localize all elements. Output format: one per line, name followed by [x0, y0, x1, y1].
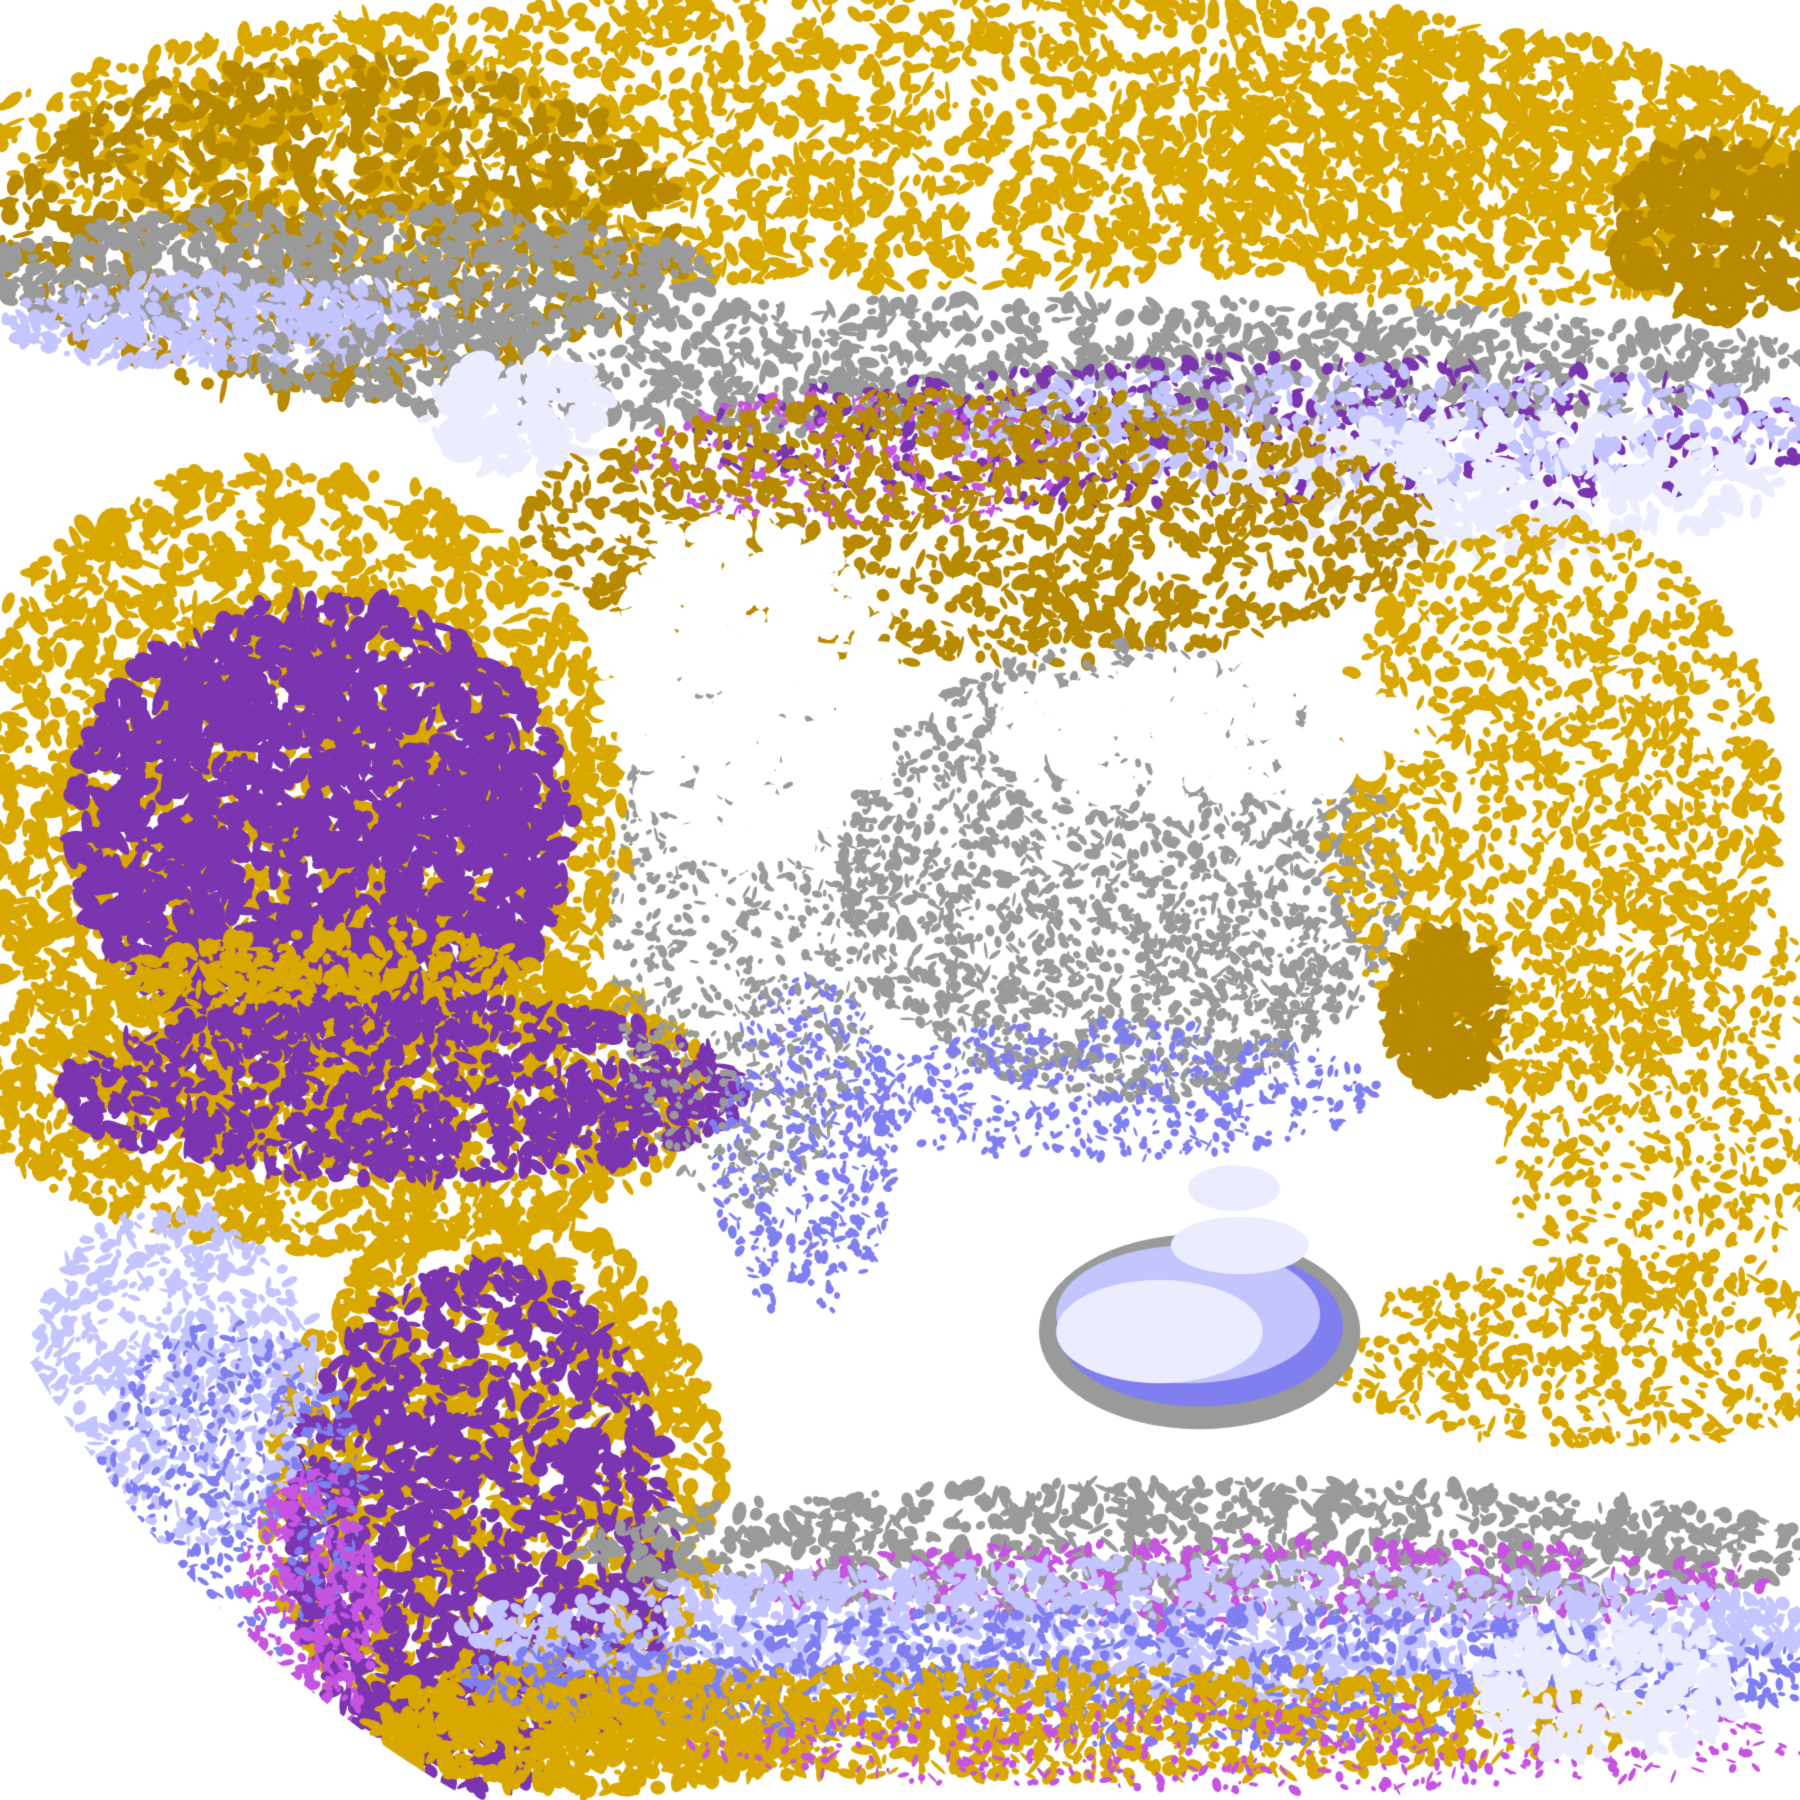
satellite-image-view: [0, 0, 1800, 1800]
cloud-classification-map: [0, 0, 1800, 1800]
